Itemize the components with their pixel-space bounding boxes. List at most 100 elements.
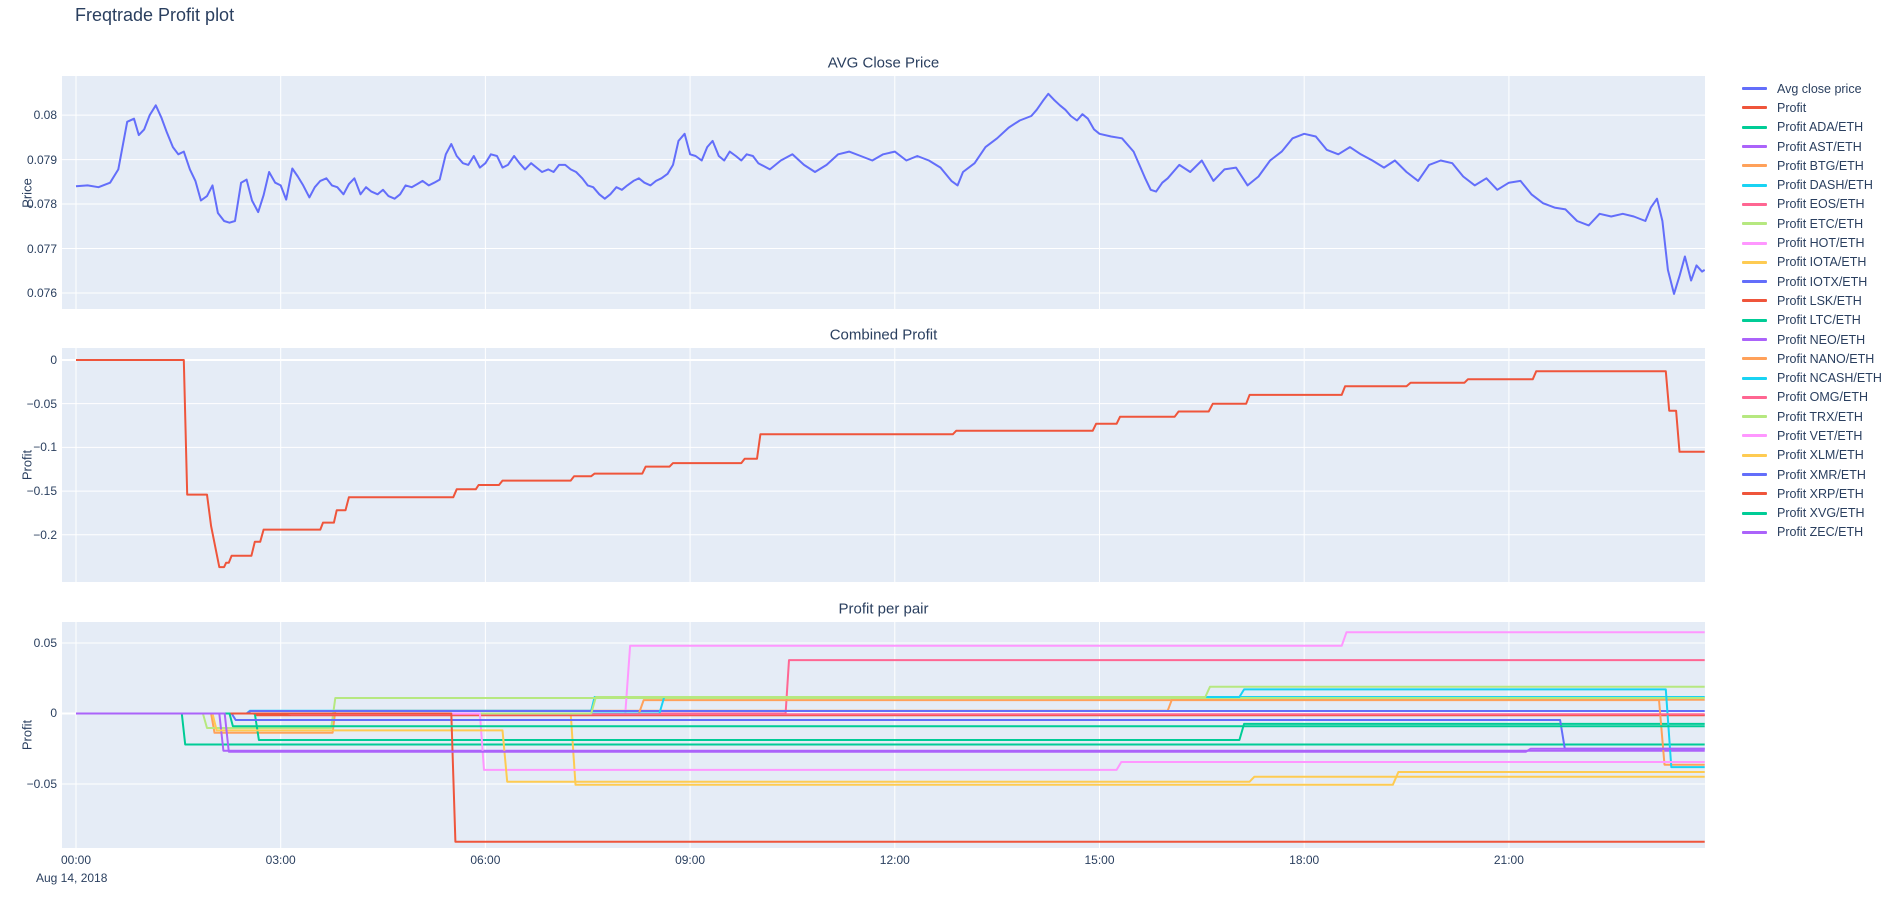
legend-item-label: Profit XVG/ETH	[1777, 506, 1865, 521]
legend-line-swatch-icon	[1742, 511, 1767, 515]
legend-line-swatch-icon	[1742, 183, 1767, 187]
legend-line-swatch-icon	[1742, 125, 1767, 129]
y-tick-label: 0.08	[33, 108, 57, 123]
legend-item-profit-iotx-eth[interactable]: Profit IOTX/ETH	[1742, 272, 1882, 291]
x-tick-label: 12:00	[879, 853, 910, 867]
legend-item-profit-eos-eth[interactable]: Profit EOS/ETH	[1742, 195, 1882, 214]
subplot-title-avg-close-price: AVG Close Price	[827, 54, 940, 72]
legend-line-swatch-icon	[1742, 222, 1767, 226]
y-tick-label: −0.15	[26, 484, 57, 499]
y-tick-label: 0.079	[26, 152, 57, 167]
legend-item-label: Profit LSK/ETH	[1777, 293, 1862, 308]
legend-line-swatch-icon	[1742, 473, 1767, 477]
legend-line-swatch-icon	[1742, 395, 1767, 399]
y-tick-label: 0.076	[26, 285, 57, 300]
legend-item-profit-ada-eth[interactable]: Profit ADA/ETH	[1742, 118, 1882, 137]
x-tick-label: 09:00	[675, 853, 706, 867]
legend-item-profit-trx-eth[interactable]: Profit TRX/ETH	[1742, 407, 1882, 426]
x-tick-label: 21:00	[1493, 853, 1524, 867]
legend-item-profit-zec-eth[interactable]: Profit ZEC/ETH	[1742, 523, 1882, 542]
legend-item-profit-etc-eth[interactable]: Profit ETC/ETH	[1742, 214, 1882, 233]
legend-item-profit[interactable]: Profit	[1742, 98, 1882, 117]
legend-item-profit-nano-eth[interactable]: Profit NANO/ETH	[1742, 349, 1882, 368]
x-tick-label: 15:00	[1084, 853, 1115, 867]
legend-item-profit-iota-eth[interactable]: Profit IOTA/ETH	[1742, 253, 1882, 272]
legend-item-profit-vet-eth[interactable]: Profit VET/ETH	[1742, 426, 1882, 445]
y-tick-label: −0.2	[33, 527, 57, 542]
legend-line-swatch-icon	[1742, 338, 1767, 341]
y-tick-label: 0.078	[26, 197, 57, 212]
legend-item-profit-lsk-eth[interactable]: Profit LSK/ETH	[1742, 291, 1882, 310]
series-avg-close-price-line	[75, 92, 1705, 295]
y-tick-label: −0.05	[26, 396, 57, 411]
legend-line-swatch-icon	[1742, 106, 1767, 110]
legend-item-profit-omg-eth[interactable]: Profit OMG/ETH	[1742, 388, 1882, 407]
legend-line-swatch-icon	[1742, 280, 1767, 284]
legend-item-profit-ncash-eth[interactable]: Profit NCASH/ETH	[1742, 368, 1882, 387]
y-tick-label: 0	[50, 352, 57, 367]
legend-item-profit-xlm-eth[interactable]: Profit XLM/ETH	[1742, 446, 1882, 465]
y-tick-label: −0.05	[26, 776, 57, 791]
profit-per-pair-plot-canvas[interactable]	[62, 622, 1705, 848]
legend-line-swatch-icon	[1742, 492, 1767, 496]
subplot-title-profit-per-pair: Profit per pair	[838, 600, 929, 618]
legend-item-profit-hot-eth[interactable]: Profit HOT/ETH	[1742, 233, 1882, 252]
legend-line-swatch-icon	[1742, 318, 1767, 322]
legend-item-label: Profit ADA/ETH	[1777, 120, 1864, 135]
legend-item-label: Avg close price	[1777, 81, 1862, 96]
legend-item-profit-xrp-eth[interactable]: Profit XRP/ETH	[1742, 484, 1882, 503]
legend-line-swatch-icon	[1742, 202, 1767, 206]
legend-line-swatch-icon	[1742, 434, 1767, 438]
legend-item-label: Profit IOTA/ETH	[1777, 255, 1867, 270]
legend-line-swatch-icon	[1742, 164, 1767, 168]
avg-close-price-plot-canvas[interactable]	[62, 76, 1705, 309]
x-tick-label: 03:00	[265, 853, 296, 867]
legend-item-label: Profit XLM/ETH	[1777, 448, 1864, 463]
legend-item-label: Profit ETC/ETH	[1777, 216, 1864, 231]
legend-item-profit-xvg-eth[interactable]: Profit XVG/ETH	[1742, 504, 1882, 523]
series-profit-trx-eth-line	[76, 685, 1705, 715]
y-tick-label: 0	[50, 706, 57, 721]
y-tick-label: −0.1	[33, 440, 57, 455]
legend-item-label: Profit DASH/ETH	[1777, 178, 1873, 193]
legend-item-profit-ltc-eth[interactable]: Profit LTC/ETH	[1742, 311, 1882, 330]
legend-item-label: Profit XRP/ETH	[1777, 486, 1864, 501]
legend-line-swatch-icon	[1742, 299, 1767, 303]
legend-line-swatch-icon	[1742, 145, 1767, 149]
legend-item-label: Profit TRX/ETH	[1777, 409, 1863, 424]
series-profit-xlm-eth-line	[76, 712, 1705, 783]
series-profit-zec-eth-line	[76, 712, 1705, 753]
y-axis-title-profit-per-pair: Profit	[19, 719, 35, 751]
series-profit-ncash-eth-line	[76, 688, 1705, 769]
legend-item-profit-ast-eth[interactable]: Profit AST/ETH	[1742, 137, 1882, 156]
y-tick-label: 0.077	[26, 241, 57, 256]
legend-item-avg-close-price[interactable]: Avg close price	[1742, 79, 1882, 98]
legend-item-profit-dash-eth[interactable]: Profit DASH/ETH	[1742, 175, 1882, 194]
x-axis-date-annotation: Aug 14, 2018	[36, 871, 108, 885]
x-tick-label: 18:00	[1289, 853, 1320, 867]
series-profit-line	[76, 359, 1705, 569]
legend-line-swatch-icon	[1742, 376, 1767, 380]
legend-line-swatch-icon	[1742, 415, 1767, 419]
legend-line-swatch-icon	[1742, 241, 1767, 245]
legend-item-label: Profit OMG/ETH	[1777, 390, 1868, 405]
legend-item-profit-xmr-eth[interactable]: Profit XMR/ETH	[1742, 465, 1882, 484]
series-profit-xrp-eth-line	[76, 712, 1705, 843]
subplot-title-combined-profit: Combined Profit	[829, 326, 938, 344]
combined-profit-plot-canvas[interactable]	[62, 348, 1705, 582]
legend-line-swatch-icon	[1742, 87, 1767, 91]
legend: Avg close price Profit Profit ADA/ETH Profi…	[1742, 79, 1882, 542]
legend-line-swatch-icon	[1742, 260, 1767, 264]
legend-item-label: Profit HOT/ETH	[1777, 236, 1865, 251]
legend-item-label: Profit NANO/ETH	[1777, 351, 1875, 366]
series-profit-vet-eth-line	[76, 712, 1705, 771]
series-profit-btg-eth-line	[76, 698, 1705, 734]
legend-item-profit-neo-eth[interactable]: Profit NEO/ETH	[1742, 330, 1882, 349]
y-axis-title-combined-profit: Profit	[19, 449, 35, 481]
x-tick-label: 06:00	[470, 853, 501, 867]
legend-line-swatch-icon	[1742, 453, 1767, 457]
legend-item-label: Profit VET/ETH	[1777, 428, 1863, 443]
legend-item-profit-btg-eth[interactable]: Profit BTG/ETH	[1742, 156, 1882, 175]
series-profit-hot-eth-line	[76, 631, 1705, 715]
